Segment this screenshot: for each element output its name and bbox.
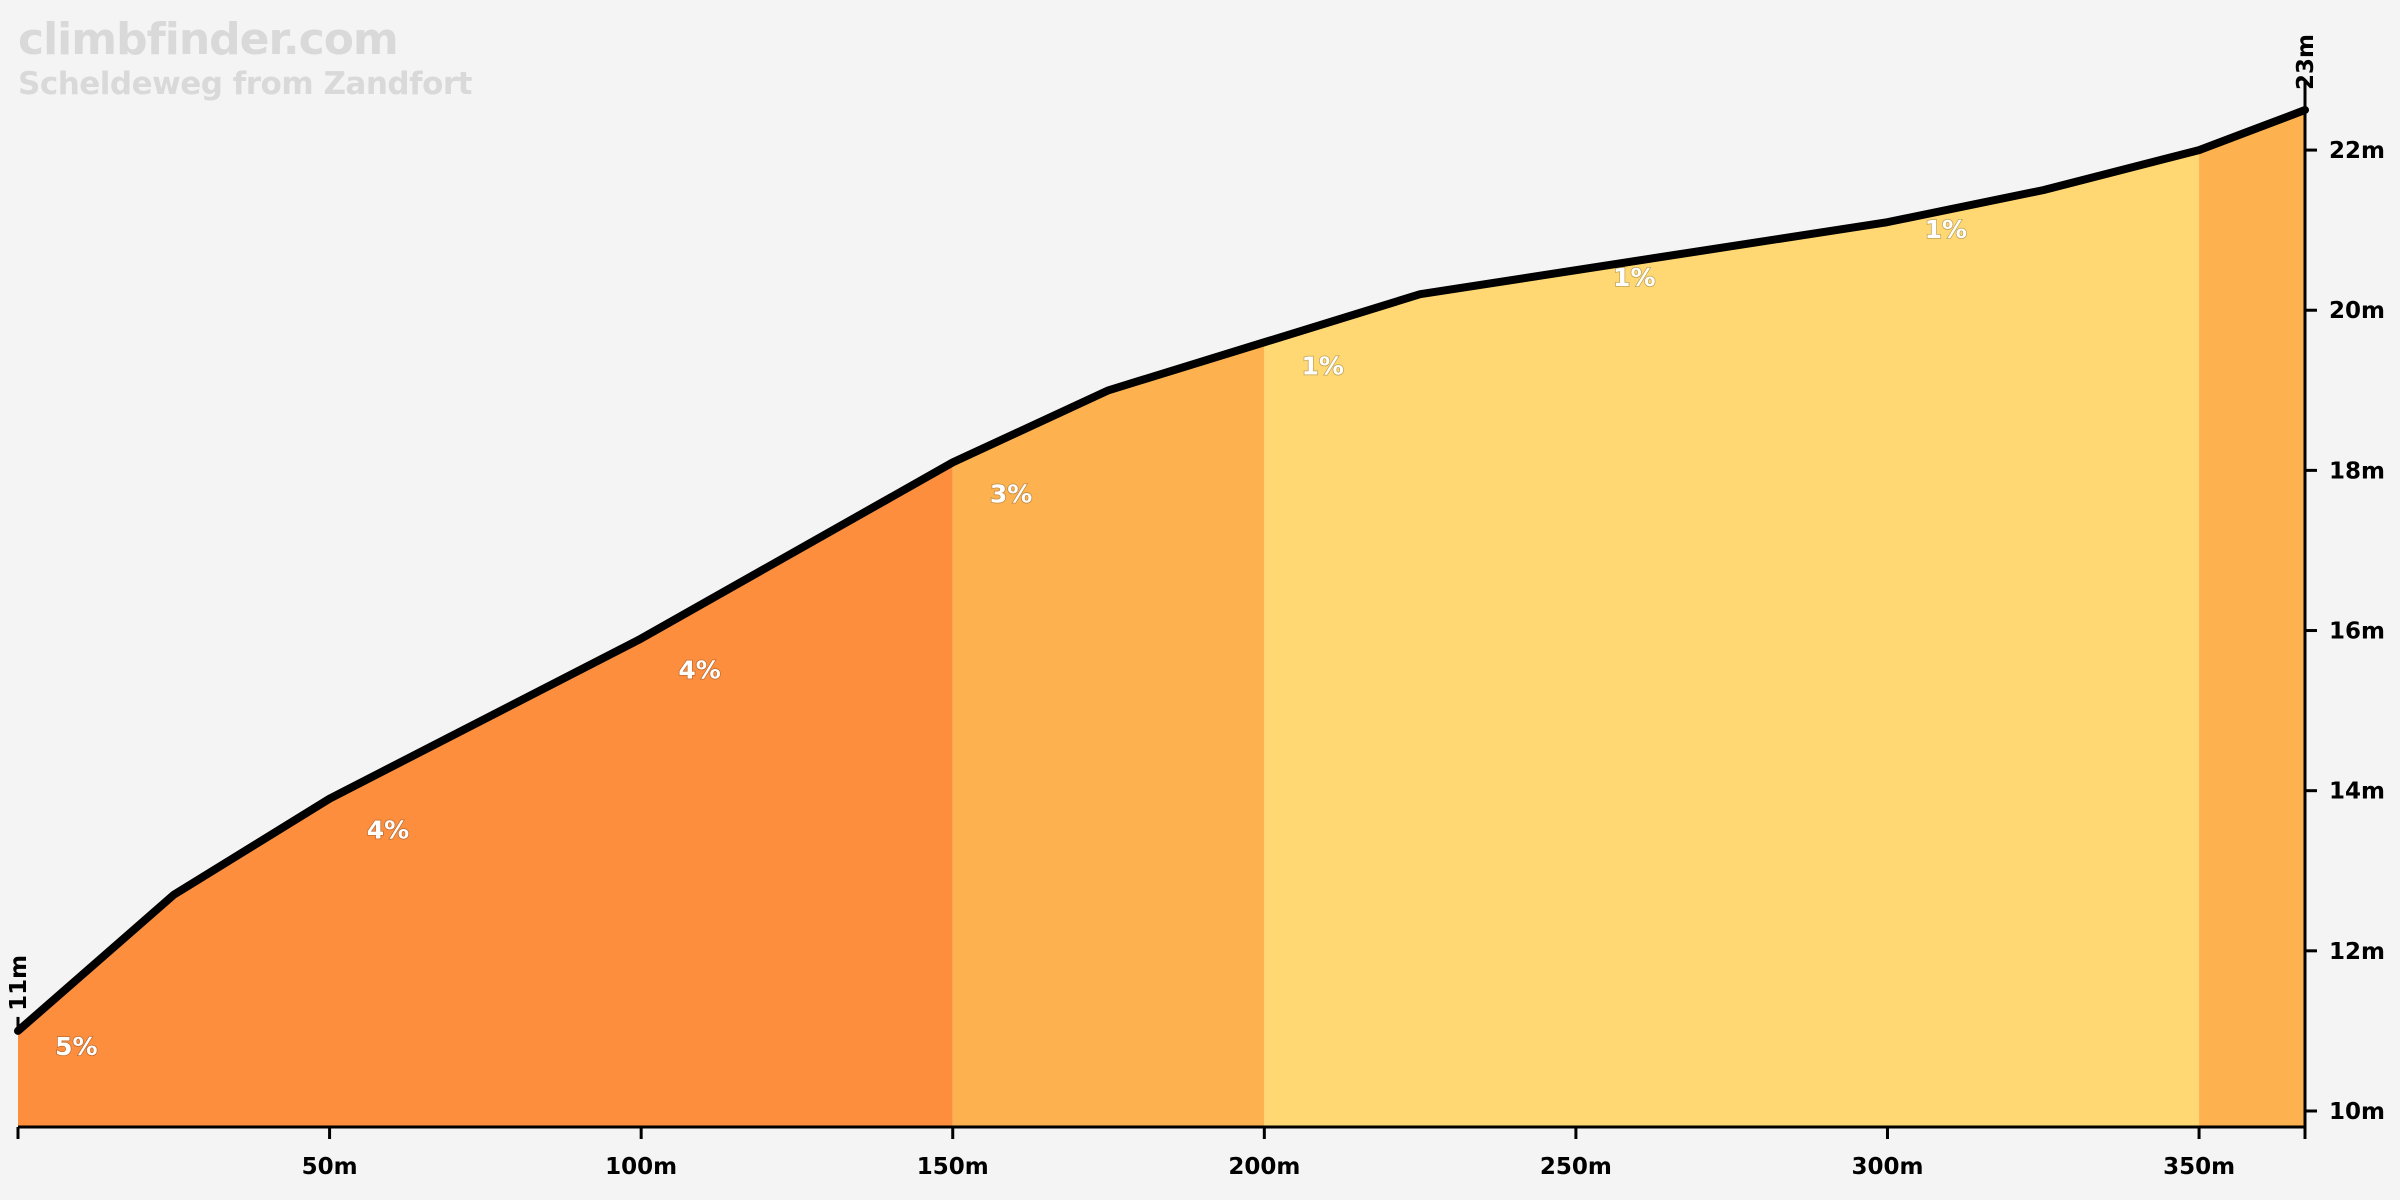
grade-label: 3%	[990, 479, 1032, 508]
grade-label: 1%	[1613, 263, 1655, 292]
grade-label: 4%	[367, 816, 409, 845]
x-tick-label: 100m	[605, 1154, 677, 1180]
x-tick-label: 50m	[302, 1154, 358, 1180]
grade-segment-4	[2199, 110, 2305, 1127]
y-tick-label: 18m	[2329, 458, 2385, 484]
grade-label: 4%	[678, 656, 720, 685]
x-tick-label: 300m	[1851, 1154, 1923, 1180]
brand-watermark: climbfinder.com	[18, 14, 399, 65]
end-elevation-label: 23m	[2293, 34, 2319, 90]
y-tick-label: 10m	[2329, 1099, 2385, 1125]
grade-segments	[18, 110, 2305, 1128]
grade-segment-3	[1264, 150, 2200, 1128]
x-axis: 50m 100m 150m 200m 250m 300m 350m	[16, 1125, 2307, 1180]
x-tick-label: 250m	[1540, 1154, 1612, 1180]
profile-line-group	[14, 106, 2309, 1035]
end-markers: 11m 23m	[6, 34, 2319, 1031]
grade-label: 5%	[55, 1032, 97, 1061]
grade-label: 1%	[1301, 351, 1343, 380]
profile-line	[14, 106, 2309, 1035]
y-tick-label: 22m	[2329, 138, 2385, 164]
y-tick-label: 12m	[2329, 939, 2385, 965]
y-tick-label: 16m	[2329, 619, 2385, 645]
x-tick-label: 150m	[917, 1154, 989, 1180]
y-tick-label: 14m	[2329, 779, 2385, 805]
x-tick-label: 350m	[2163, 1154, 2235, 1180]
start-elevation-label: 11m	[6, 955, 32, 1011]
y-axis: 10m 12m 14m 16m 18m 20m 22m	[2303, 80, 2385, 1127]
y-tick-label: 20m	[2329, 298, 2385, 324]
grade-segment-2	[952, 342, 1265, 1127]
grade-segment-1	[18, 462, 953, 1127]
x-tick-label: 200m	[1228, 1154, 1300, 1180]
grade-labels: 5% 4% 4% 3% 1% 1% 1%	[54, 214, 1967, 1061]
grade-label: 1%	[1925, 215, 1967, 244]
chart-subtitle: Scheldeweg from Zandfort	[18, 66, 473, 102]
